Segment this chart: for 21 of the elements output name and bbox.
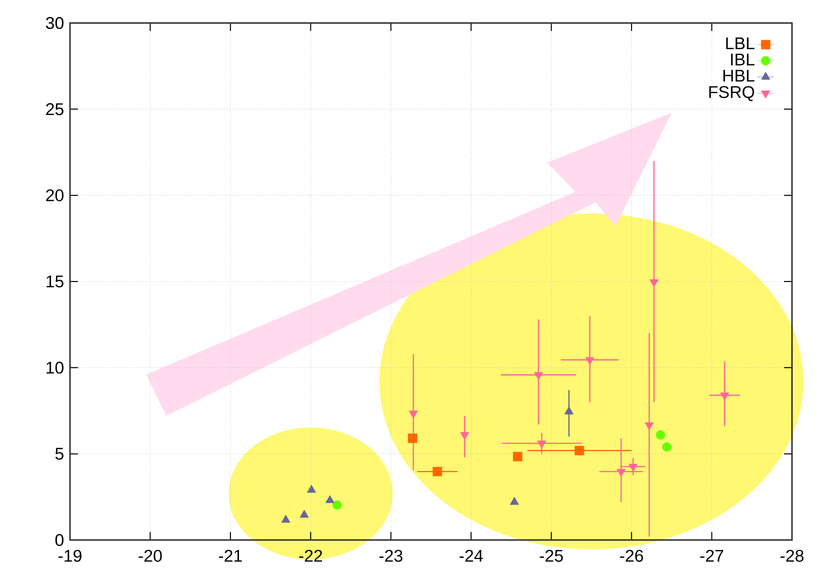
legend-label: IBL — [731, 54, 754, 66]
x-tick-label: -21 — [218, 550, 242, 562]
y-tick-label: 5 — [55, 448, 64, 460]
legend-label: FSRQ — [709, 86, 754, 102]
y-tick-label: 30 — [46, 17, 64, 29]
x-tick-label: -19 — [58, 550, 82, 562]
y-tick-label: 25 — [46, 103, 64, 116]
x-tick-label: -27 — [700, 550, 724, 562]
legend-label: LBL — [726, 38, 754, 50]
x-tick-label: -25 — [540, 550, 563, 562]
y-tick-label: 10 — [46, 362, 64, 374]
x-tick-label: -24 — [460, 550, 483, 562]
legend-label: HBL — [723, 70, 754, 82]
x-tick-label: -22 — [299, 550, 322, 562]
y-tick-label: 0 — [55, 534, 64, 546]
x-tick-label: -28 — [780, 550, 804, 562]
x-tick-label: -23 — [379, 550, 402, 562]
y-tick-label: 20 — [46, 189, 64, 202]
y-tick-label: 15 — [46, 276, 64, 288]
x-tick-label: -20 — [138, 550, 162, 562]
x-tick-label: -26 — [620, 550, 644, 562]
